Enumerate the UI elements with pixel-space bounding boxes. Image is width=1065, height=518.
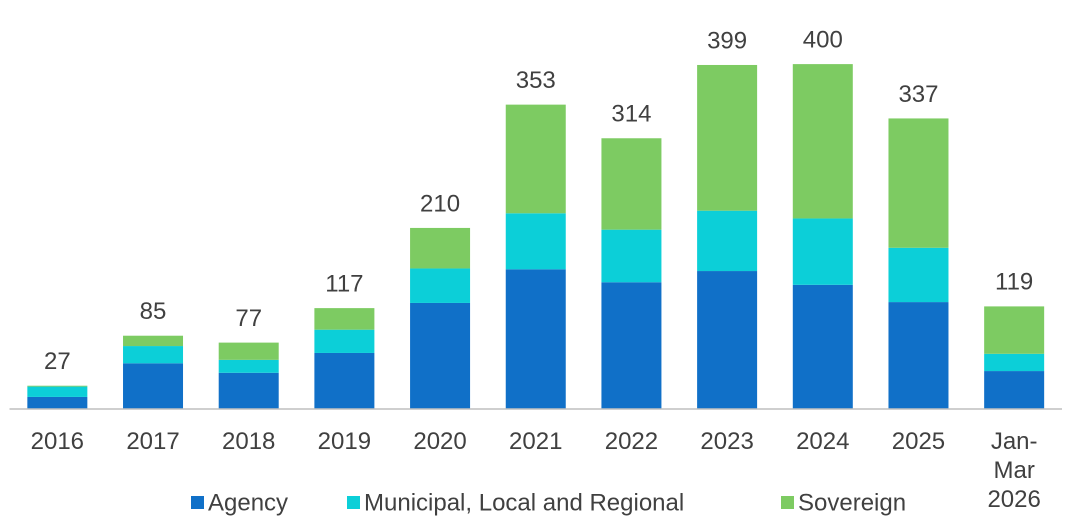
bar-segment	[697, 210, 758, 272]
bar-segment	[984, 371, 1045, 409]
total-label: 314	[611, 101, 651, 128]
bar-segment	[314, 329, 375, 353]
bar-segment	[792, 218, 853, 285]
bar-segment	[984, 353, 1045, 372]
legend-label: Agency	[208, 489, 288, 516]
total-label: 337	[898, 81, 938, 108]
total-label: 119	[995, 269, 1033, 296]
bar-segment	[601, 138, 662, 230]
bar-segment	[27, 396, 88, 409]
bar-segment	[314, 308, 375, 330]
legend-label: Municipal, Local and Regional	[364, 489, 684, 516]
total-label: 85	[140, 298, 167, 325]
bar-segment	[27, 385, 88, 387]
bar-segment	[410, 227, 471, 269]
x-tick-label: 2020	[413, 428, 467, 455]
total-label: 27	[44, 348, 71, 375]
total-label: 400	[803, 26, 843, 53]
bar-segment	[888, 247, 949, 303]
total-label: 77	[235, 305, 262, 332]
x-tick-label: 2018	[222, 428, 276, 455]
bar-segment	[410, 302, 471, 409]
bar-segment	[601, 282, 662, 409]
bar-segment	[123, 363, 184, 409]
x-tick-label: Jan-Mar 2026	[987, 428, 1041, 513]
x-tick-label: 2021	[509, 428, 563, 455]
bar-segment	[314, 352, 375, 409]
bar-segment	[218, 359, 279, 373]
bar-segment	[27, 386, 88, 397]
x-tick-label: 2024	[796, 428, 850, 455]
bar-segment	[505, 104, 566, 214]
x-tick-label: 2023	[700, 428, 754, 455]
total-label: 117	[325, 270, 363, 297]
x-tick-label: 2025	[891, 428, 946, 455]
x-tick-label: 2022	[604, 428, 659, 455]
legend-label: Sovereign	[798, 489, 906, 516]
bar-segment	[505, 213, 566, 270]
bar-segment	[218, 342, 279, 360]
x-tick-label: 2019	[317, 428, 372, 455]
bar-segment	[123, 346, 184, 364]
legend-swatch	[781, 496, 794, 509]
total-label: 210	[420, 190, 460, 217]
bar-segment	[792, 284, 853, 409]
bar-segment	[697, 271, 758, 409]
total-label: 353	[516, 67, 556, 94]
bar-segment	[888, 118, 949, 248]
bar-segment	[601, 229, 662, 283]
bar-segment	[218, 372, 279, 409]
legend-swatch	[347, 496, 360, 509]
x-tick-label: 2016	[30, 428, 85, 455]
total-label: 399	[707, 27, 747, 54]
bar-segment	[697, 64, 758, 211]
legend-swatch	[191, 496, 204, 509]
bar-segment	[888, 302, 949, 409]
x-tick-label: 2017	[126, 428, 180, 455]
bar-segment	[792, 64, 853, 219]
bar-segment	[984, 306, 1045, 354]
bar-segment	[410, 268, 471, 303]
bar-segment	[123, 335, 184, 347]
bar-segment	[505, 269, 566, 409]
